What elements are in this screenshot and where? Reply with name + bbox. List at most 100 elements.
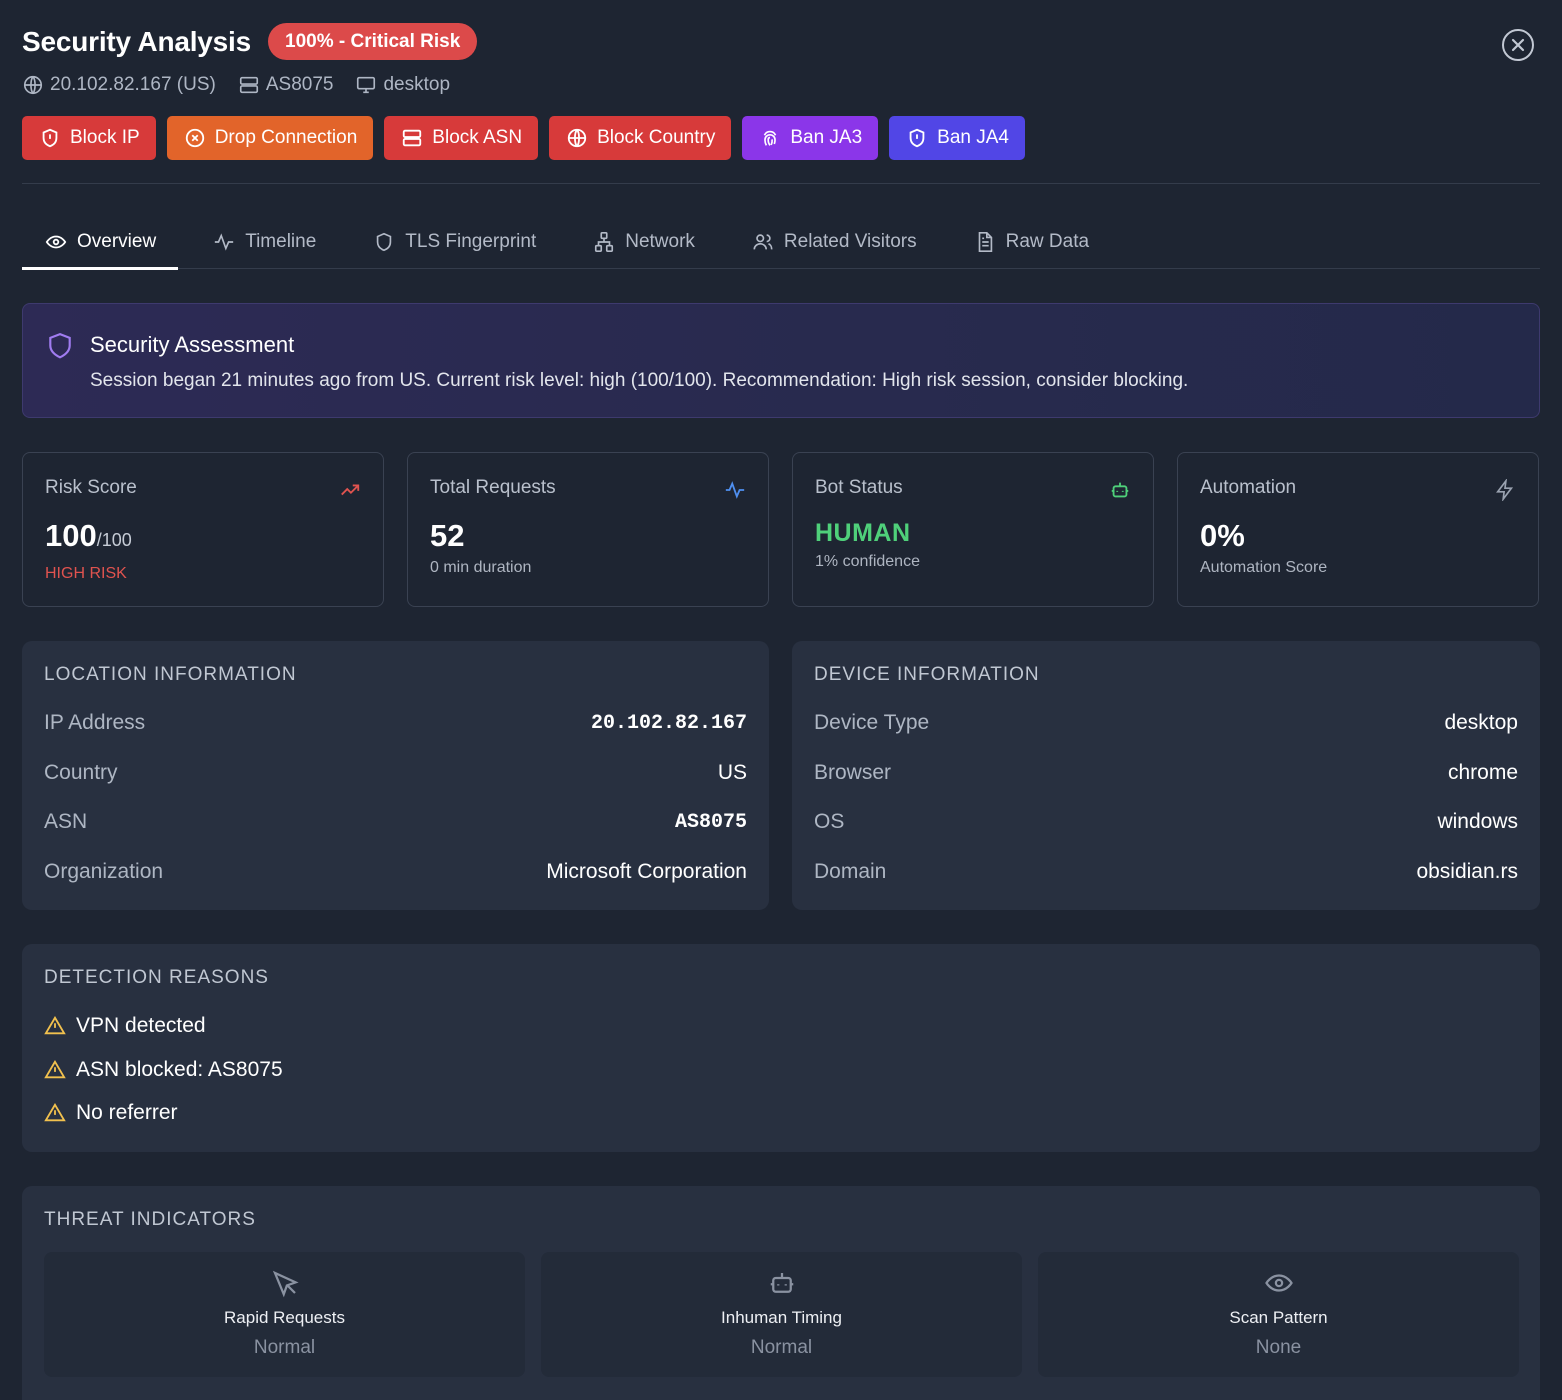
info-value: AS8075: [674, 810, 747, 834]
block-country-label: Block Country: [597, 127, 716, 148]
bot-status-value: HUMAN: [815, 519, 911, 547]
threat-indicator-inhuman-timing: Inhuman Timing Normal: [541, 1252, 1022, 1377]
risk-score-number: 100: [45, 518, 97, 553]
info-key: IP Address: [44, 711, 146, 734]
drop-connection-label: Drop Connection: [214, 127, 358, 148]
threat-indicator-scan-pattern: Scan Pattern None: [1038, 1252, 1519, 1377]
ban-ja4-button[interactable]: Ban JA4: [889, 116, 1025, 160]
globe-icon: [567, 128, 587, 148]
header: Security Analysis 100% - Critical Risk 2…: [22, 0, 1540, 184]
tab-network-label: Network: [625, 230, 695, 252]
ban-ja3-label: Ban JA3: [790, 127, 863, 148]
threat-status: None: [1255, 1337, 1302, 1358]
warning-triangle-icon: [44, 1015, 66, 1035]
eye-icon: [45, 235, 67, 248]
block-ip-label: Block IP: [70, 127, 140, 148]
detection-reason-item: ASN blocked: AS8075: [44, 1058, 283, 1082]
meta-device-text: desktop: [383, 74, 451, 95]
tab-overview[interactable]: Overview: [22, 214, 179, 270]
ban-ja3-button[interactable]: Ban JA3: [742, 116, 879, 160]
detection-title: DETECTION REASONS: [44, 967, 269, 988]
device-row-domain: Domain obsidian.rs: [814, 857, 1518, 887]
device-row-browser: Browser chrome: [814, 758, 1518, 788]
tab-bar: Overview Timeline TLS Fingerprint Networ…: [22, 214, 1540, 270]
threat-indicators-panel: THREAT INDICATORS Rapid Requests Normal …: [22, 1186, 1540, 1400]
location-row-organization: Organization Microsoft Corporation: [44, 857, 747, 887]
tab-timeline[interactable]: Timeline: [190, 214, 338, 269]
security-assessment: Security Assessment Session began 21 min…: [22, 303, 1540, 418]
threat-name: Scan Pattern: [1229, 1308, 1328, 1327]
info-key: Domain: [814, 860, 887, 883]
tab-raw-data-label: Raw Data: [1005, 230, 1090, 252]
warning-triangle-icon: [44, 1102, 66, 1122]
meta-device: desktop: [355, 74, 450, 96]
bot-status-card: Bot Status HUMAN 1% confidence: [792, 452, 1154, 607]
network-icon: [595, 231, 614, 252]
reason-text: VPN detected: [76, 1014, 206, 1037]
bot-status-label: Bot Status: [815, 477, 903, 498]
block-asn-button[interactable]: Block ASN: [384, 116, 539, 160]
tab-overview-label: Overview: [77, 230, 157, 252]
automation-card: Automation 0% Automation Score: [1177, 452, 1539, 607]
fingerprint-icon: [764, 130, 777, 146]
device-information-panel: DEVICE INFORMATION Device Type desktop B…: [792, 641, 1540, 910]
info-value: 20.102.82.167: [590, 711, 747, 735]
shield-icon: [377, 232, 392, 251]
threat-status: Normal: [750, 1337, 813, 1358]
warning-triangle-icon: [44, 1059, 66, 1079]
device-row-type: Device Type desktop: [814, 708, 1518, 738]
risk-score-max: /100: [96, 530, 132, 550]
total-requests-label: Total Requests: [430, 477, 556, 498]
info-key: Browser: [814, 761, 892, 784]
security-analysis-panel: Security Analysis 100% - Critical Risk 2…: [22, 0, 1540, 1400]
detection-reasons-panel: DETECTION REASONS VPN detected ASN block…: [22, 944, 1540, 1152]
zap-icon: [1496, 479, 1514, 501]
server-icon: [403, 129, 422, 147]
block-country-button[interactable]: Block Country: [549, 116, 732, 160]
meta-asn-text: AS8075: [265, 74, 334, 95]
location-row-country: Country US: [44, 758, 747, 788]
tab-related-visitors[interactable]: Related Visitors: [729, 214, 939, 269]
tab-tls-fingerprint[interactable]: TLS Fingerprint: [350, 214, 558, 269]
drop-connection-button[interactable]: Drop Connection: [166, 116, 374, 160]
meta-asn: AS8075: [238, 74, 334, 96]
block-ip-button[interactable]: Block IP: [22, 116, 156, 160]
location-title: LOCATION INFORMATION: [44, 664, 297, 685]
close-button[interactable]: [1502, 29, 1534, 61]
info-key: OS: [814, 810, 845, 833]
stat-cards: Risk Score 100/100 HIGH RISK Total Reque…: [22, 452, 1539, 607]
threat-name: Rapid Requests: [224, 1308, 345, 1327]
tab-tls-fingerprint-label: TLS Fingerprint: [405, 230, 537, 252]
info-value: obsidian.rs: [1416, 860, 1518, 883]
close-icon: [1511, 38, 1525, 52]
info-value: US: [717, 761, 747, 784]
monitor-icon: [357, 76, 376, 94]
duration-text: 0 min duration: [430, 559, 532, 576]
users-icon: [753, 233, 773, 249]
shield-alert-icon: [42, 128, 58, 148]
risk-level-text: HIGH RISK: [45, 565, 127, 582]
tab-network[interactable]: Network: [570, 214, 717, 269]
info-value: chrome: [1447, 761, 1518, 784]
bot-confidence-text: 1% confidence: [815, 553, 920, 570]
eye-icon: [1264, 1274, 1293, 1292]
bot-icon: [1111, 482, 1129, 498]
tab-raw-data[interactable]: Raw Data: [951, 214, 1111, 269]
location-row-asn: ASN AS8075: [44, 807, 747, 837]
detection-reason-item: No referrer: [44, 1101, 178, 1125]
info-key: Device Type: [814, 711, 930, 734]
device-title: DEVICE INFORMATION: [814, 664, 1040, 685]
automation-label: Automation: [1200, 477, 1297, 498]
activity-icon: [725, 481, 745, 499]
location-row-ip: IP Address 20.102.82.167: [44, 708, 747, 738]
threat-name: Inhuman Timing: [721, 1308, 842, 1327]
title-row: Security Analysis 100% - Critical Risk: [22, 23, 478, 60]
activity-icon: [215, 232, 234, 251]
threats-title: THREAT INDICATORS: [44, 1209, 256, 1230]
block-asn-label: Block ASN: [432, 127, 523, 148]
shield-icon: [49, 332, 71, 359]
tab-related-visitors-label: Related Visitors: [783, 230, 917, 252]
threat-status: Normal: [253, 1337, 316, 1358]
action-buttons: Block IP Drop Connection Block ASN B: [22, 116, 1025, 160]
risk-score-card: Risk Score 100/100 HIGH RISK: [22, 452, 384, 607]
